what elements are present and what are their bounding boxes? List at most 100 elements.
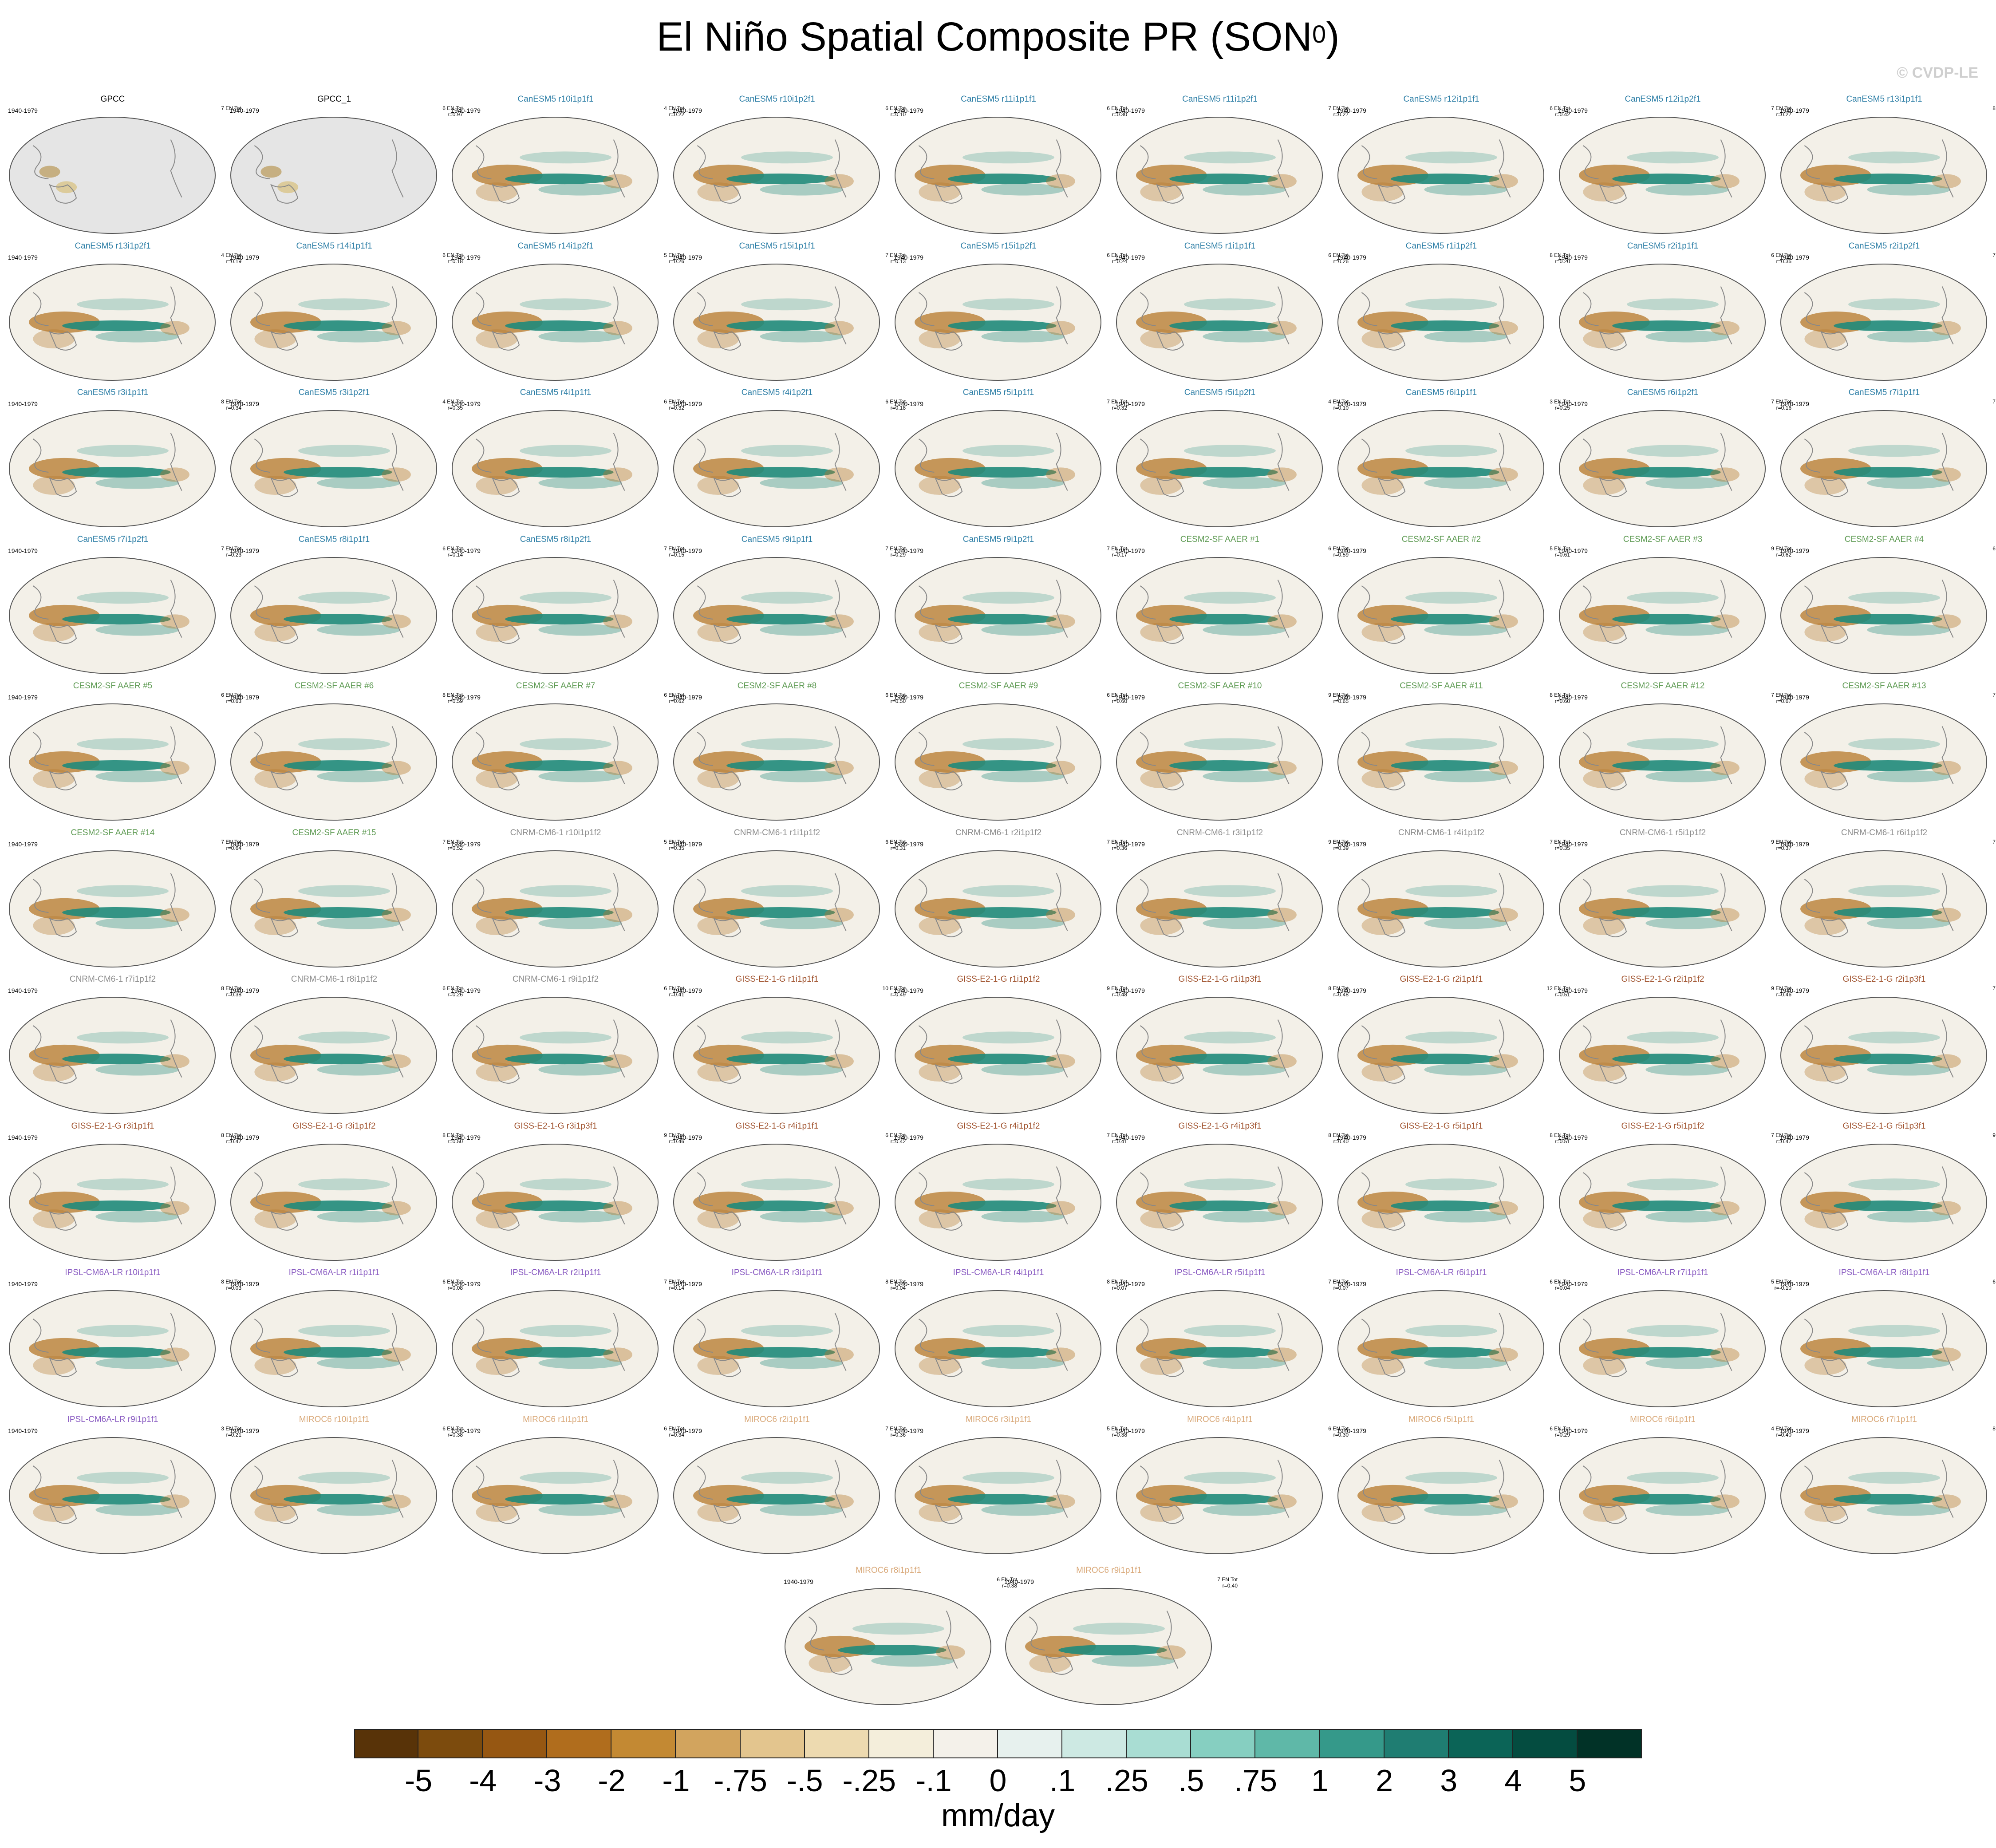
map: [230, 117, 437, 234]
colorbar-tick-label: -4: [469, 1763, 497, 1798]
map-panel: CanESM5 r6i1p2f1 1940-1979 7 EN Tot r=0.16: [1552, 388, 1791, 535]
panel-event-count: 6 EN Tot r=0.62: [664, 692, 684, 704]
map-panel: MIROC6 r8i1p1f1 1940-1979 6 EN Tot r=0.38: [777, 1566, 1017, 1713]
panel-period: 1940-1979: [8, 400, 38, 407]
map-panel: CanESM5 r14i1p2f1 1940-1979 5 EN Tot r=0.2…: [445, 241, 684, 389]
panel-event-count: 6 EN Tot r=0.32: [664, 399, 684, 411]
panel-period: 1940-1979: [1558, 1427, 1588, 1434]
colorbar-swatch: [740, 1729, 805, 1758]
map-panel: CanESM5 r7i1p2f1 1940-1979 7 EN Tot r=0.23: [2, 535, 241, 682]
panel-event-count: 6 EN Tot r=0.42: [1550, 105, 1570, 118]
map-panel: CanESM5 r2i1p2f1 1940-1979 7 EN Tot r=0.35: [1773, 241, 1996, 389]
panel-period: 1940-1979: [1337, 547, 1366, 554]
map: [1116, 1290, 1323, 1407]
colorbar-swatch: [418, 1729, 483, 1758]
panel-period: 1940-1979: [229, 400, 259, 407]
panel-event-count: 6 EN Tot r=0.30: [1328, 1425, 1349, 1438]
map-panel: GISS-E2-1-G r4i1p1f1 1940-1979 6 EN Tot r=…: [666, 1121, 906, 1269]
panel-period: 1940-1979: [1337, 107, 1366, 114]
map-panel: CanESM5 r6i1p1f1 1940-1979 3 EN Tot r=0.25: [1330, 388, 1570, 535]
panel-title: CESM2-SF AAER #6: [294, 681, 374, 691]
panel-event-count: 4 EN Tot r=0.22: [664, 105, 684, 118]
panel-title: CanESM5 r12i1p2f1: [1625, 95, 1701, 104]
panel-period: 1940-1979: [894, 840, 923, 848]
panel-title: MIROC6 r3i1p1f1: [966, 1414, 1031, 1424]
map-panel: IPSL-CM6A-LR r8i1p1f1 1940-1979 6 EN Tot r…: [1773, 1268, 1996, 1415]
panel-event-count: 7 EN Tot r=0.41: [1107, 1132, 1127, 1145]
panel-title: CNRM-CM6-1 r1i1p1f2: [734, 828, 820, 837]
colorbar: [354, 1729, 1642, 1759]
map: [1116, 703, 1323, 821]
panel-event-count: 6 EN Tot r=0.26: [442, 985, 463, 998]
map-panel: MIROC6 r7i1p1f1 1940-1979 8 EN Tot r=0.34: [1773, 1415, 1996, 1562]
map: [895, 1290, 1101, 1407]
map: [1337, 117, 1544, 234]
panel-period: 1940-1979: [451, 547, 481, 554]
map: [673, 117, 880, 234]
map-panel: GISS-E2-1-G r1i1p1f2 1940-1979 9 EN Tot r=…: [888, 975, 1127, 1122]
map-panel: CNRM-CM6-1 r4i1p1f2 1940-1979 7 EN Tot r=0…: [1330, 828, 1570, 975]
map: [673, 1143, 880, 1261]
panel-event-count: 7 EN Tot r=0.62: [1992, 692, 1996, 698]
map-panel: GISS-E2-1-G r3i1p3f1 1940-1979 9 EN Tot r=…: [445, 1121, 684, 1269]
panel-title: GPCC: [100, 95, 125, 104]
colorbar-units: mm/day: [941, 1798, 1055, 1833]
panel-title: CNRM-CM6-1 r8i1p1f2: [291, 975, 378, 984]
panel-title: CESM2-SF AAER #9: [959, 681, 1038, 691]
map: [230, 1290, 437, 1407]
panel-period: 1940-1979: [229, 1427, 259, 1434]
map: [452, 263, 659, 381]
panel-title: GISS-E2-1-G r4i1p1f1: [735, 1121, 819, 1131]
colorbar-tick-label: -3: [533, 1763, 561, 1798]
panel-period: 1940-1979: [1115, 1280, 1145, 1287]
colorbar-tick-label: -1: [662, 1763, 690, 1798]
panel-event-count: 6 EN Tot r=0.31: [885, 838, 906, 851]
panel-title: IPSL-CM6A-LR r4i1p1f1: [953, 1268, 1044, 1277]
panel-period: 1940-1979: [8, 694, 38, 701]
map-panel: MIROC6 r6i1p1f1 1940-1979 4 EN Tot r=0.40: [1552, 1415, 1791, 1562]
panel-event-count: 6 EN Tot r=0.38: [997, 1576, 1017, 1589]
panel-event-count: 6 EN Tot r=0.60: [1107, 692, 1127, 704]
panel-event-count: 12 EN Tot r=0.51: [1546, 985, 1570, 998]
colorbar-tick-label: .75: [1234, 1763, 1278, 1798]
panel-title: CanESM5 r14i1p2f1: [517, 241, 594, 251]
panel-event-count: 8 EN Tot r=0.59: [442, 692, 463, 704]
panel-title: CanESM5 r7i1p1f1: [1848, 388, 1920, 397]
panel-event-count: 9 EN Tot r=0.37: [1771, 838, 1791, 851]
panel-title: IPSL-CM6A-LR r6i1p1f1: [1396, 1268, 1487, 1277]
colorbar-swatch: [676, 1729, 741, 1758]
colorbar-swatch: [805, 1729, 869, 1758]
panel-event-count: 7 EN Tot r=0.07: [1328, 1279, 1349, 1291]
map-panel: CanESM5 r12i1p1f1 1940-1979 6 EN Tot r=0.4…: [1330, 95, 1570, 242]
panel-title: CanESM5 r6i1p1f1: [1405, 388, 1477, 397]
colorbar-swatch: [933, 1729, 998, 1758]
colorbar-tick-label: .1: [1049, 1763, 1076, 1798]
panel-event-count: 4 EN Tot r=0.19: [221, 252, 241, 265]
panel-title: CanESM5 r3i1p1f1: [77, 388, 149, 397]
map-panel: GPCC 1940-1979 7 EN Tot: [2, 95, 241, 242]
colorbar-tick-label: .25: [1105, 1763, 1148, 1798]
panel-period: 1940-1979: [8, 1133, 38, 1141]
panel-title: GISS-E2-1-G r3i1p1f2: [292, 1121, 376, 1131]
panel-title: CNRM-CM6-1 r5i1p1f2: [1619, 828, 1706, 837]
panel-period: 1940-1979: [672, 107, 702, 114]
panel-event-count: 5 EN Tot r=-0.10: [1771, 1279, 1791, 1291]
panel-period: 1940-1979: [672, 1133, 702, 1141]
panel-title: CanESM5 r15i1p2f1: [960, 241, 1037, 251]
map-panel: IPSL-CM6A-LR r7i1p1f1 1940-1979 5 EN Tot r…: [1552, 1268, 1791, 1415]
panel-period: 1940-1979: [672, 547, 702, 554]
map: [1559, 1437, 1766, 1554]
colorbar-swatch: [1127, 1729, 1191, 1758]
map: [1559, 703, 1766, 821]
map-panel: CanESM5 r4i1p1f1 1940-1979 6 EN Tot r=0.32: [445, 388, 684, 535]
panel-title: CESM2-SF AAER #11: [1400, 681, 1483, 691]
map-panel: GISS-E2-1-G r3i1p1f2 1940-1979 8 EN Tot r=…: [223, 1121, 463, 1269]
panel-title: CNRM-CM6-1 r3i1p1f2: [1176, 828, 1263, 837]
panel-period: 1940-1979: [894, 400, 923, 407]
map: [1337, 703, 1544, 821]
panel-period: 1940-1979: [229, 840, 259, 848]
panel-period: 1940-1979: [229, 694, 259, 701]
map: [1780, 1437, 1987, 1554]
map-panel: IPSL-CM6A-LR r10i1p1f1 1940-1979 8 EN Tot …: [2, 1268, 241, 1415]
map: [9, 1290, 216, 1407]
